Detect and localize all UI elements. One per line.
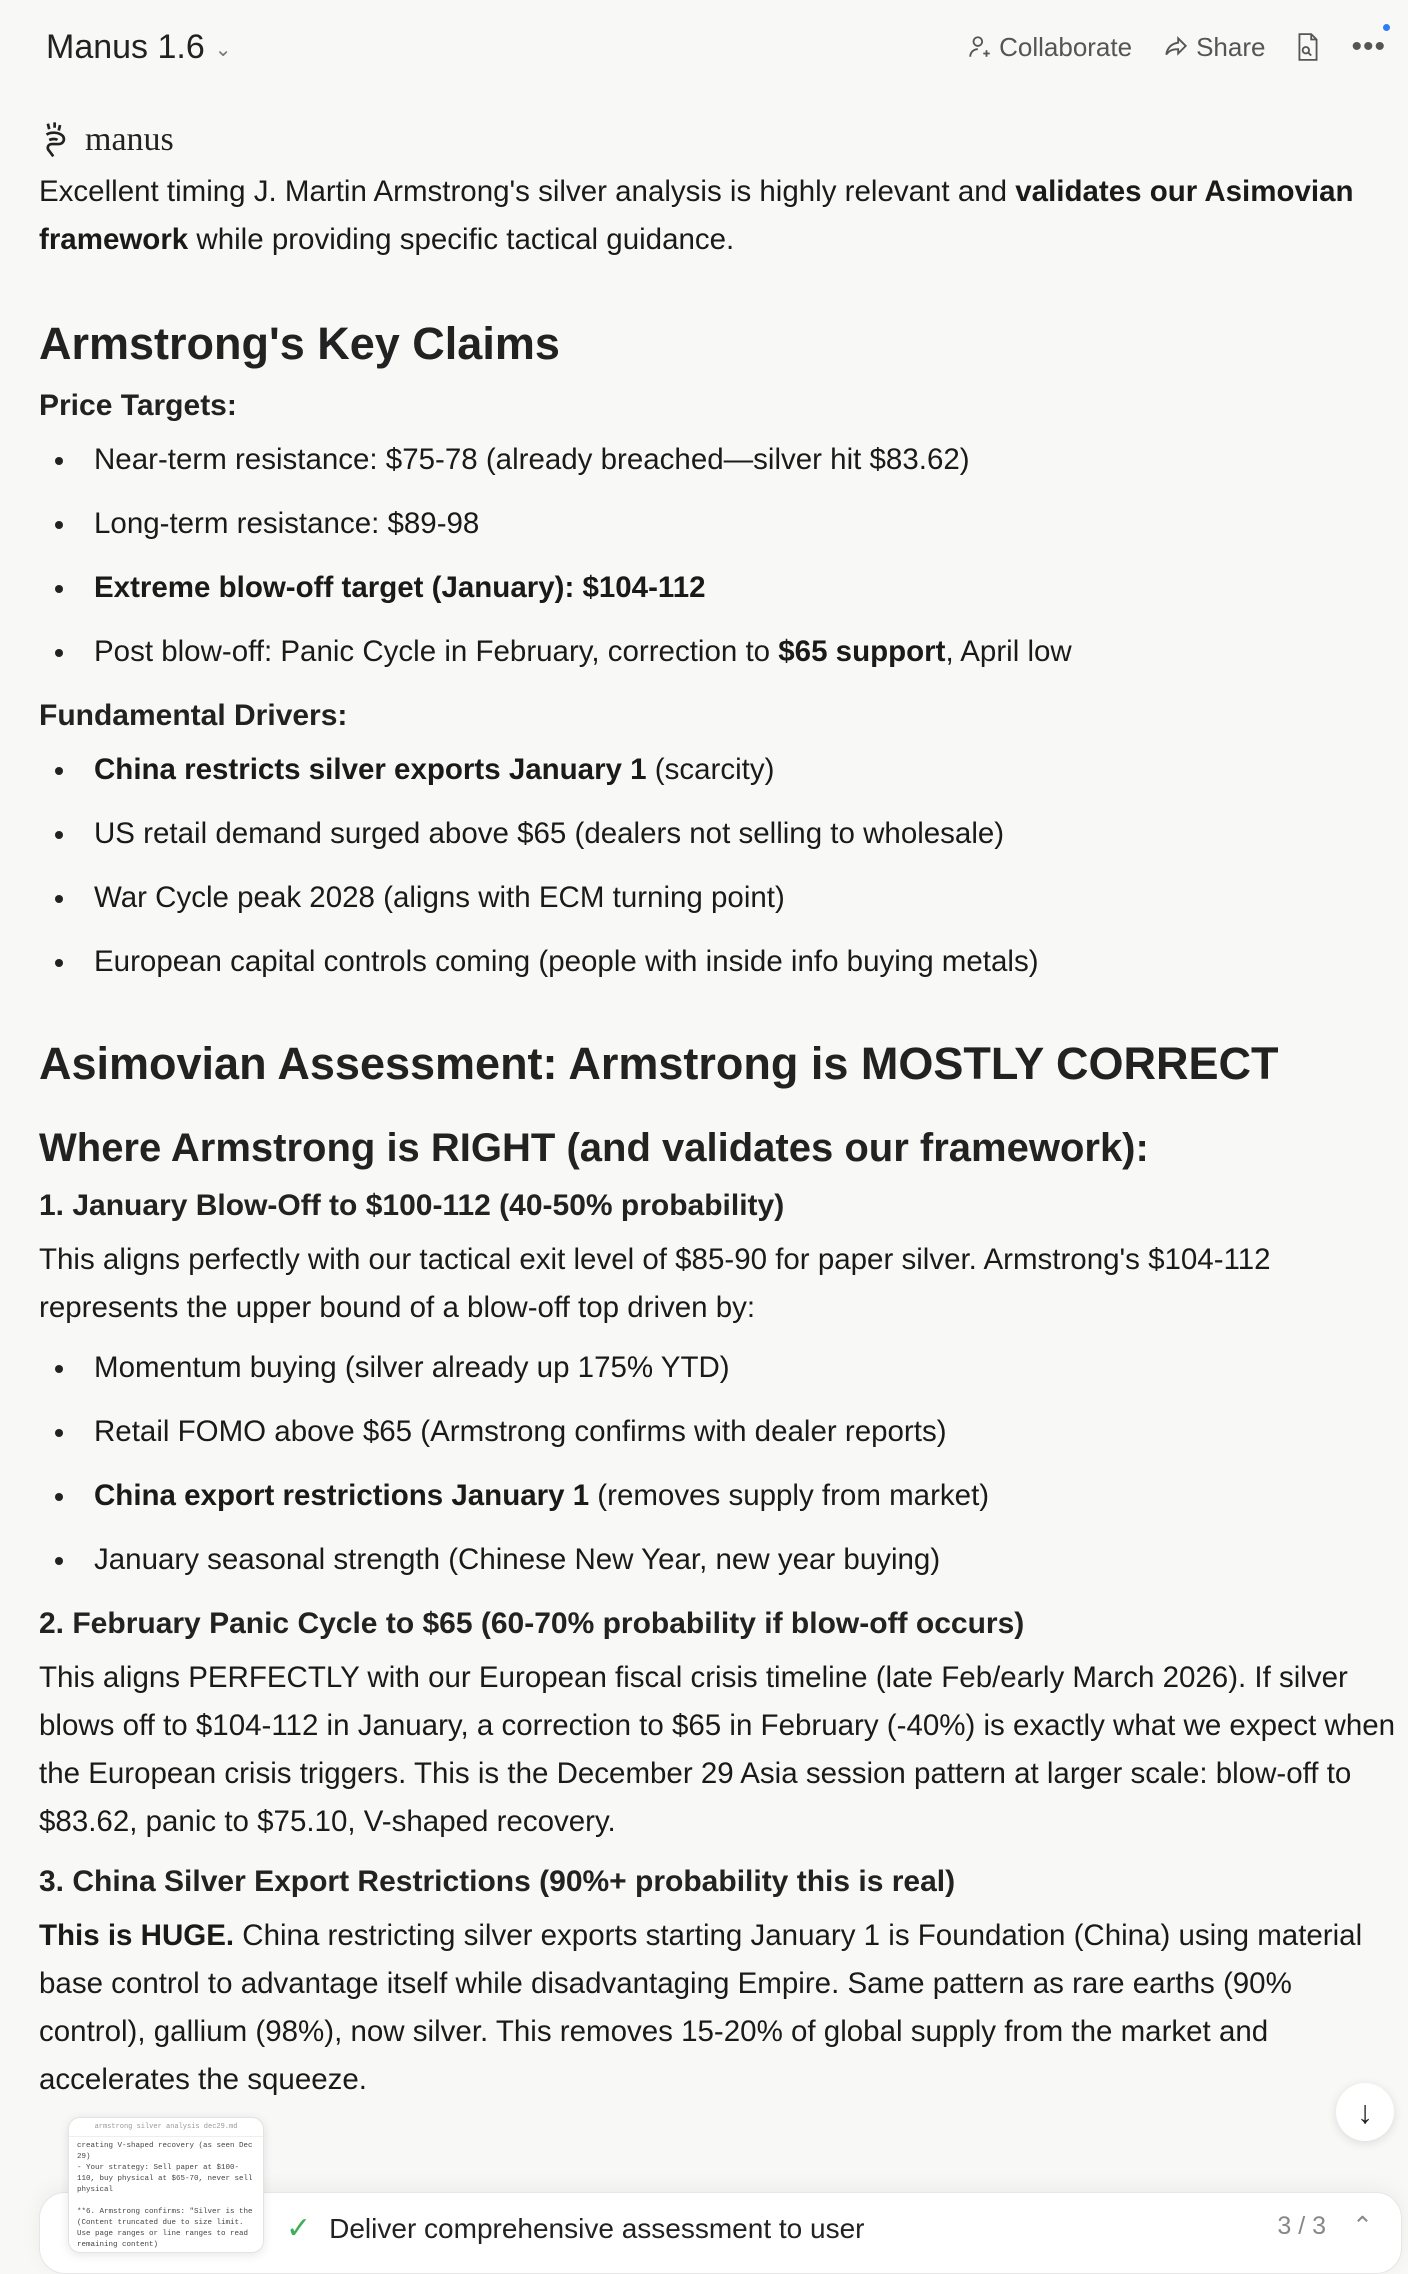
check-icon: ✓ [286,2212,312,2245]
intro-paragraph: Excellent timing J. Martin Armstrong's s… [39,168,1401,264]
text-segment: Retail FOMO above $65 (Armstrong confirm… [94,1415,947,1448]
collaborate-button[interactable]: Collaborate [967,32,1132,63]
chevron-down-icon: ⌄ [214,39,232,61]
task-progress-bar[interactable]: ✓ Deliver comprehensive assessment to us… [39,2192,1402,2274]
point3-paragraph: This is HUGE. China restricting silver e… [39,1912,1401,2104]
attachment-filename: armstrong silver analysis dec29.md [69,2118,263,2137]
text-segment: January seasonal strength (Chinese New Y… [94,1543,941,1576]
drivers-label: Fundamental Drivers: [39,699,348,732]
price-targets-list: Near-term resistance: $75-78 (already br… [39,436,1401,676]
more-options-button[interactable]: ••• [1351,30,1386,64]
point1-list: Momentum buying (silver already up 175% … [39,1344,1401,1584]
file-search-icon [1299,33,1318,61]
list-item: China restricts silver exports January 1… [39,746,1401,794]
arrow-down-icon: ↓ [1357,2093,1373,2130]
text-segment: Long-term resistance: $89-98 [94,507,480,540]
logo-text: manus [85,121,174,158]
list-item: Retail FOMO above $65 (Armstrong confirm… [39,1408,1401,1456]
list-item: Near-term resistance: $75-78 (already br… [39,436,1401,484]
text-segment: Near-term resistance: $75-78 (already br… [94,443,970,476]
text-segment: This aligns PERFECTLY with our European … [39,1661,1396,1838]
list-item: January seasonal strength (Chinese New Y… [39,1536,1401,1584]
text-segment: Excellent timing J. Martin Armstrong's s… [39,175,1016,208]
text-segment: Post blow-off: Panic Cycle in February, … [94,635,779,668]
share-label: Share [1196,31,1266,62]
point1-title: 1. January Blow-Off to $100-112 (40-50% … [39,1189,785,1222]
list-item: Extreme blow-off target (January): $104-… [39,564,1401,612]
attachment-preview-card[interactable]: armstrong silver analysis dec29.md creat… [68,2117,264,2253]
bold-text: This is HUGE. [39,1919,235,1952]
text-segment: (removes supply from market) [589,1479,990,1512]
notification-dot [1383,24,1390,31]
task-label: Deliver comprehensive assessment to user [329,2212,865,2244]
bold-text: China export restrictions January 1 [94,1479,590,1512]
price-targets-label: Price Targets: [39,389,237,422]
heading-assessment: Asimovian Assessment: Armstrong is MOSTL… [39,1038,1279,1089]
list-item: War Cycle peak 2028 (aligns with ECM tur… [39,874,1401,922]
list-item: US retail demand surged above $65 (deale… [39,810,1401,858]
point3-title: 3. China Silver Export Restrictions (90%… [39,1865,956,1898]
text-segment: This aligns perfectly with our tactical … [39,1243,1271,1324]
text-segment: , April low [945,635,1072,668]
text-segment: while providing specific tactical guidan… [188,223,735,256]
point1-paragraph: This aligns perfectly with our tactical … [39,1236,1401,1332]
text-segment: War Cycle peak 2028 (aligns with ECM tur… [94,881,785,914]
bold-text: Extreme blow-off target (January): $104-… [94,571,706,604]
text-segment: US retail demand surged above $65 (deale… [94,817,1005,850]
point2-paragraph: This aligns PERFECTLY with our European … [39,1654,1401,1846]
bold-text: validates our Asimovian framework [39,175,1354,256]
collaborate-label: Collaborate [999,31,1133,62]
model-selector[interactable]: Manus 1.6 ⌄ [46,28,232,67]
text-segment: Momentum buying (silver already up 175% … [94,1351,730,1384]
text-segment: European capital controls coming (people… [94,945,1039,978]
files-button[interactable] [1295,32,1321,62]
list-item: Post blow-off: Panic Cycle in February, … [39,628,1401,676]
heading-key-claims: Armstrong's Key Claims [39,318,560,369]
point2-title: 2. February Panic Cycle to $65 (60-70% p… [39,1607,1025,1640]
bold-text: $65 support [778,635,946,668]
manus-hand-icon [45,122,66,158]
text-segment: (scarcity) [646,753,775,786]
assistant-message: manus Excellent timing J. Martin Armstro… [39,112,1401,2104]
heading-where-right: Where Armstrong is RIGHT (and validates … [39,1126,1149,1170]
share-icon [1165,36,1188,56]
more-icon: ••• [1351,30,1386,63]
list-item: China export restrictions January 1 (rem… [39,1472,1401,1520]
model-name: Manus 1.6 [46,28,205,66]
scroll-to-bottom-button[interactable]: ↓ [1336,2083,1394,2141]
attachment-content: creating V-shaped recovery (as seen Dec … [77,2142,253,2249]
share-button[interactable]: Share [1162,32,1265,63]
list-item: Momentum buying (silver already up 175% … [39,1344,1401,1392]
bold-text: China restricts silver exports January 1 [94,753,647,786]
list-item: European capital controls coming (people… [39,938,1401,986]
text-segment: China restricting silver exports startin… [39,1919,1363,2096]
chevron-up-icon[interactable]: ⌃ [1352,2212,1373,2240]
user-plus-icon [969,36,990,57]
task-count: 3 / 3 [1277,2211,1327,2240]
manus-logo: manus [39,112,1401,168]
top-bar: Manus 1.6 ⌄ Collaborate Share ••• [0,0,1408,100]
list-item: Long-term resistance: $89-98 [39,500,1401,548]
drivers-list: China restricts silver exports January 1… [39,746,1401,986]
